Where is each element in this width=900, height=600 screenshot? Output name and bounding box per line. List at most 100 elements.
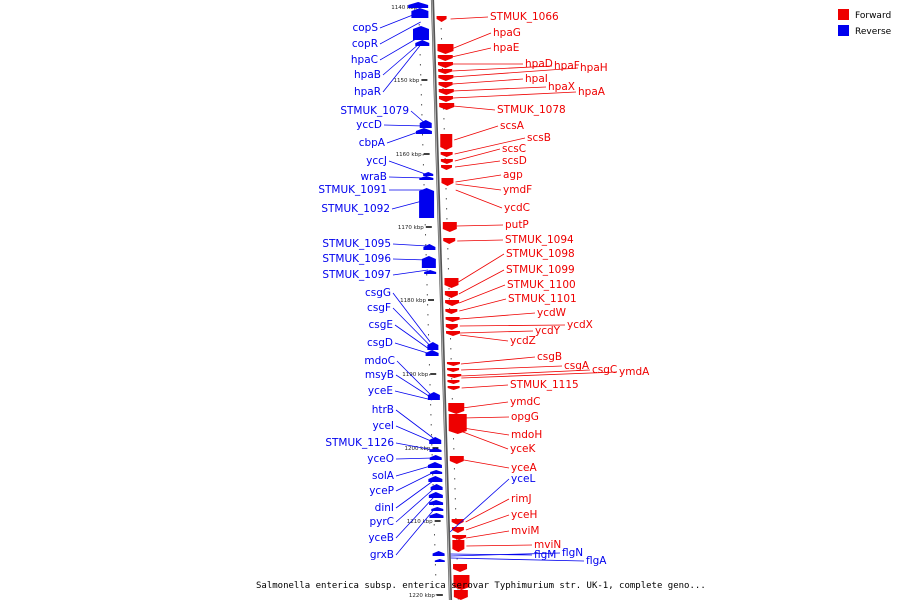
forward-gene-feature: [453, 564, 468, 572]
minor-tick: [440, 28, 442, 30]
forward-gene-label: STMUK_1101: [508, 293, 577, 305]
minor-tick: [434, 534, 436, 536]
reverse-gene-feature: [430, 484, 443, 490]
reverse-gene-feature: [429, 455, 442, 460]
forward-gene-feature: [447, 386, 460, 390]
forward-leader-line: [455, 183, 502, 191]
forward-leader-line: [460, 334, 509, 342]
forward-leader-line: [450, 16, 489, 20]
minor-tick: [446, 208, 448, 210]
minor-tick: [425, 234, 427, 236]
forward-gene-label: scsB: [527, 132, 551, 144]
reverse-gene-label: flgN: [562, 547, 583, 559]
forward-gene-label: agp: [503, 169, 523, 181]
forward-gene-label: csgB: [537, 351, 562, 363]
minor-tick: [451, 378, 453, 380]
minor-tick: [453, 468, 455, 470]
minor-tick: [431, 454, 433, 456]
minor-tick: [450, 338, 452, 340]
forward-gene-label: csgC: [592, 364, 617, 376]
forward-gene-feature: [445, 309, 458, 314]
reverse-gene-feature: [415, 128, 432, 134]
minor-tick: [427, 324, 429, 326]
reverse-gene-feature: [427, 462, 442, 468]
forward-gene-label: ycdC: [504, 202, 530, 214]
reverse-gene-feature: [429, 437, 442, 444]
forward-gene-label: opgG: [511, 411, 539, 423]
reverse-gene-feature: [427, 342, 439, 350]
forward-gene-label: ycdY: [535, 325, 561, 337]
forward-leader-line: [452, 78, 524, 85]
forward-gene-label: ycdW: [537, 307, 567, 319]
minor-tick: [454, 498, 456, 500]
reverse-leader-line: [395, 495, 436, 539]
minor-tick: [431, 444, 433, 446]
forward-leader-line: [465, 498, 510, 523]
kbp-ticks: 1140 kbp 1150 kbp 1160 kbp 1170 kbp 1180 kbp…: [391, 5, 459, 600]
forward-gene-feature: [449, 456, 464, 464]
forward-gene-feature: [436, 16, 447, 22]
legend-reverse-label: Reverse: [855, 27, 892, 37]
forward-gene-feature: [438, 75, 454, 81]
forward-gene-feature: [445, 317, 460, 322]
reverse-gene-label: copS: [352, 22, 378, 34]
minor-tick: [450, 358, 452, 360]
minor-tick: [455, 508, 457, 510]
forward-gene-feature: [437, 62, 453, 68]
forward-leader-line: [455, 189, 503, 209]
reverse-gene-label: yceP: [369, 485, 394, 497]
reverse-gene-label: STMUK_1092: [321, 203, 390, 215]
forward-gene-feature: [447, 380, 460, 384]
minor-tick: [446, 218, 448, 220]
minor-tick: [423, 184, 425, 186]
minor-tick: [457, 588, 459, 590]
reverse-gene-label: yceL: [511, 473, 535, 485]
minor-tick: [448, 288, 450, 290]
minor-tick: [441, 68, 443, 70]
minor-tick: [419, 54, 421, 56]
forward-gene-feature: [437, 55, 453, 61]
forward-leader-line: [458, 284, 506, 304]
forward-gene-label: hpaA: [578, 86, 606, 98]
forward-gene-label: STMUK_1066: [490, 11, 559, 23]
forward-gene-label: hpaD: [525, 58, 553, 70]
reverse-gene-feature: [411, 8, 429, 18]
forward-leader-line: [461, 365, 563, 371]
reverse-leader-line: [379, 35, 422, 61]
leader-lines: [379, 11, 618, 562]
forward-leader-line: [466, 530, 510, 539]
forward-leader-line: [461, 371, 618, 379]
minor-tick: [420, 94, 422, 96]
minor-tick: [420, 74, 422, 76]
reverse-leader-line: [382, 43, 422, 93]
reverse-leader-line: [392, 269, 429, 276]
minor-tick: [429, 384, 431, 386]
reverse-gene-label: hpaC: [351, 54, 378, 66]
minor-tick: [422, 144, 424, 146]
minor-tick: [454, 488, 456, 490]
forward-gene-feature: [438, 69, 453, 74]
reverse-gene-label: hpaR: [354, 86, 381, 98]
forward-leader-line: [461, 384, 509, 389]
forward-gene-feature: [452, 535, 467, 540]
forward-gene-feature: [446, 362, 460, 366]
reverse-leader-line: [395, 374, 433, 399]
reverse-leader-line: [395, 487, 435, 523]
forward-leader-line: [459, 324, 566, 327]
forward-gene-label: STMUK_1094: [505, 234, 574, 246]
minor-tick: [430, 404, 432, 406]
forward-gene-feature: [438, 82, 453, 88]
forward-gene-feature: [440, 134, 453, 150]
minor-tick: [426, 284, 428, 286]
forward-gene-label: STMUK_1100: [507, 279, 576, 291]
reverse-leader-line: [386, 129, 425, 144]
forward-leader-line: [453, 105, 496, 111]
forward-gene-feature: [440, 152, 453, 157]
reverse-gene-feature: [428, 492, 443, 498]
reverse-gene-feature: [424, 270, 437, 274]
forward-leader-line: [461, 369, 591, 377]
reverse-leader-line: [394, 390, 433, 401]
legend: Forward Reverse: [838, 9, 892, 37]
forward-gene-feature: [442, 222, 457, 232]
